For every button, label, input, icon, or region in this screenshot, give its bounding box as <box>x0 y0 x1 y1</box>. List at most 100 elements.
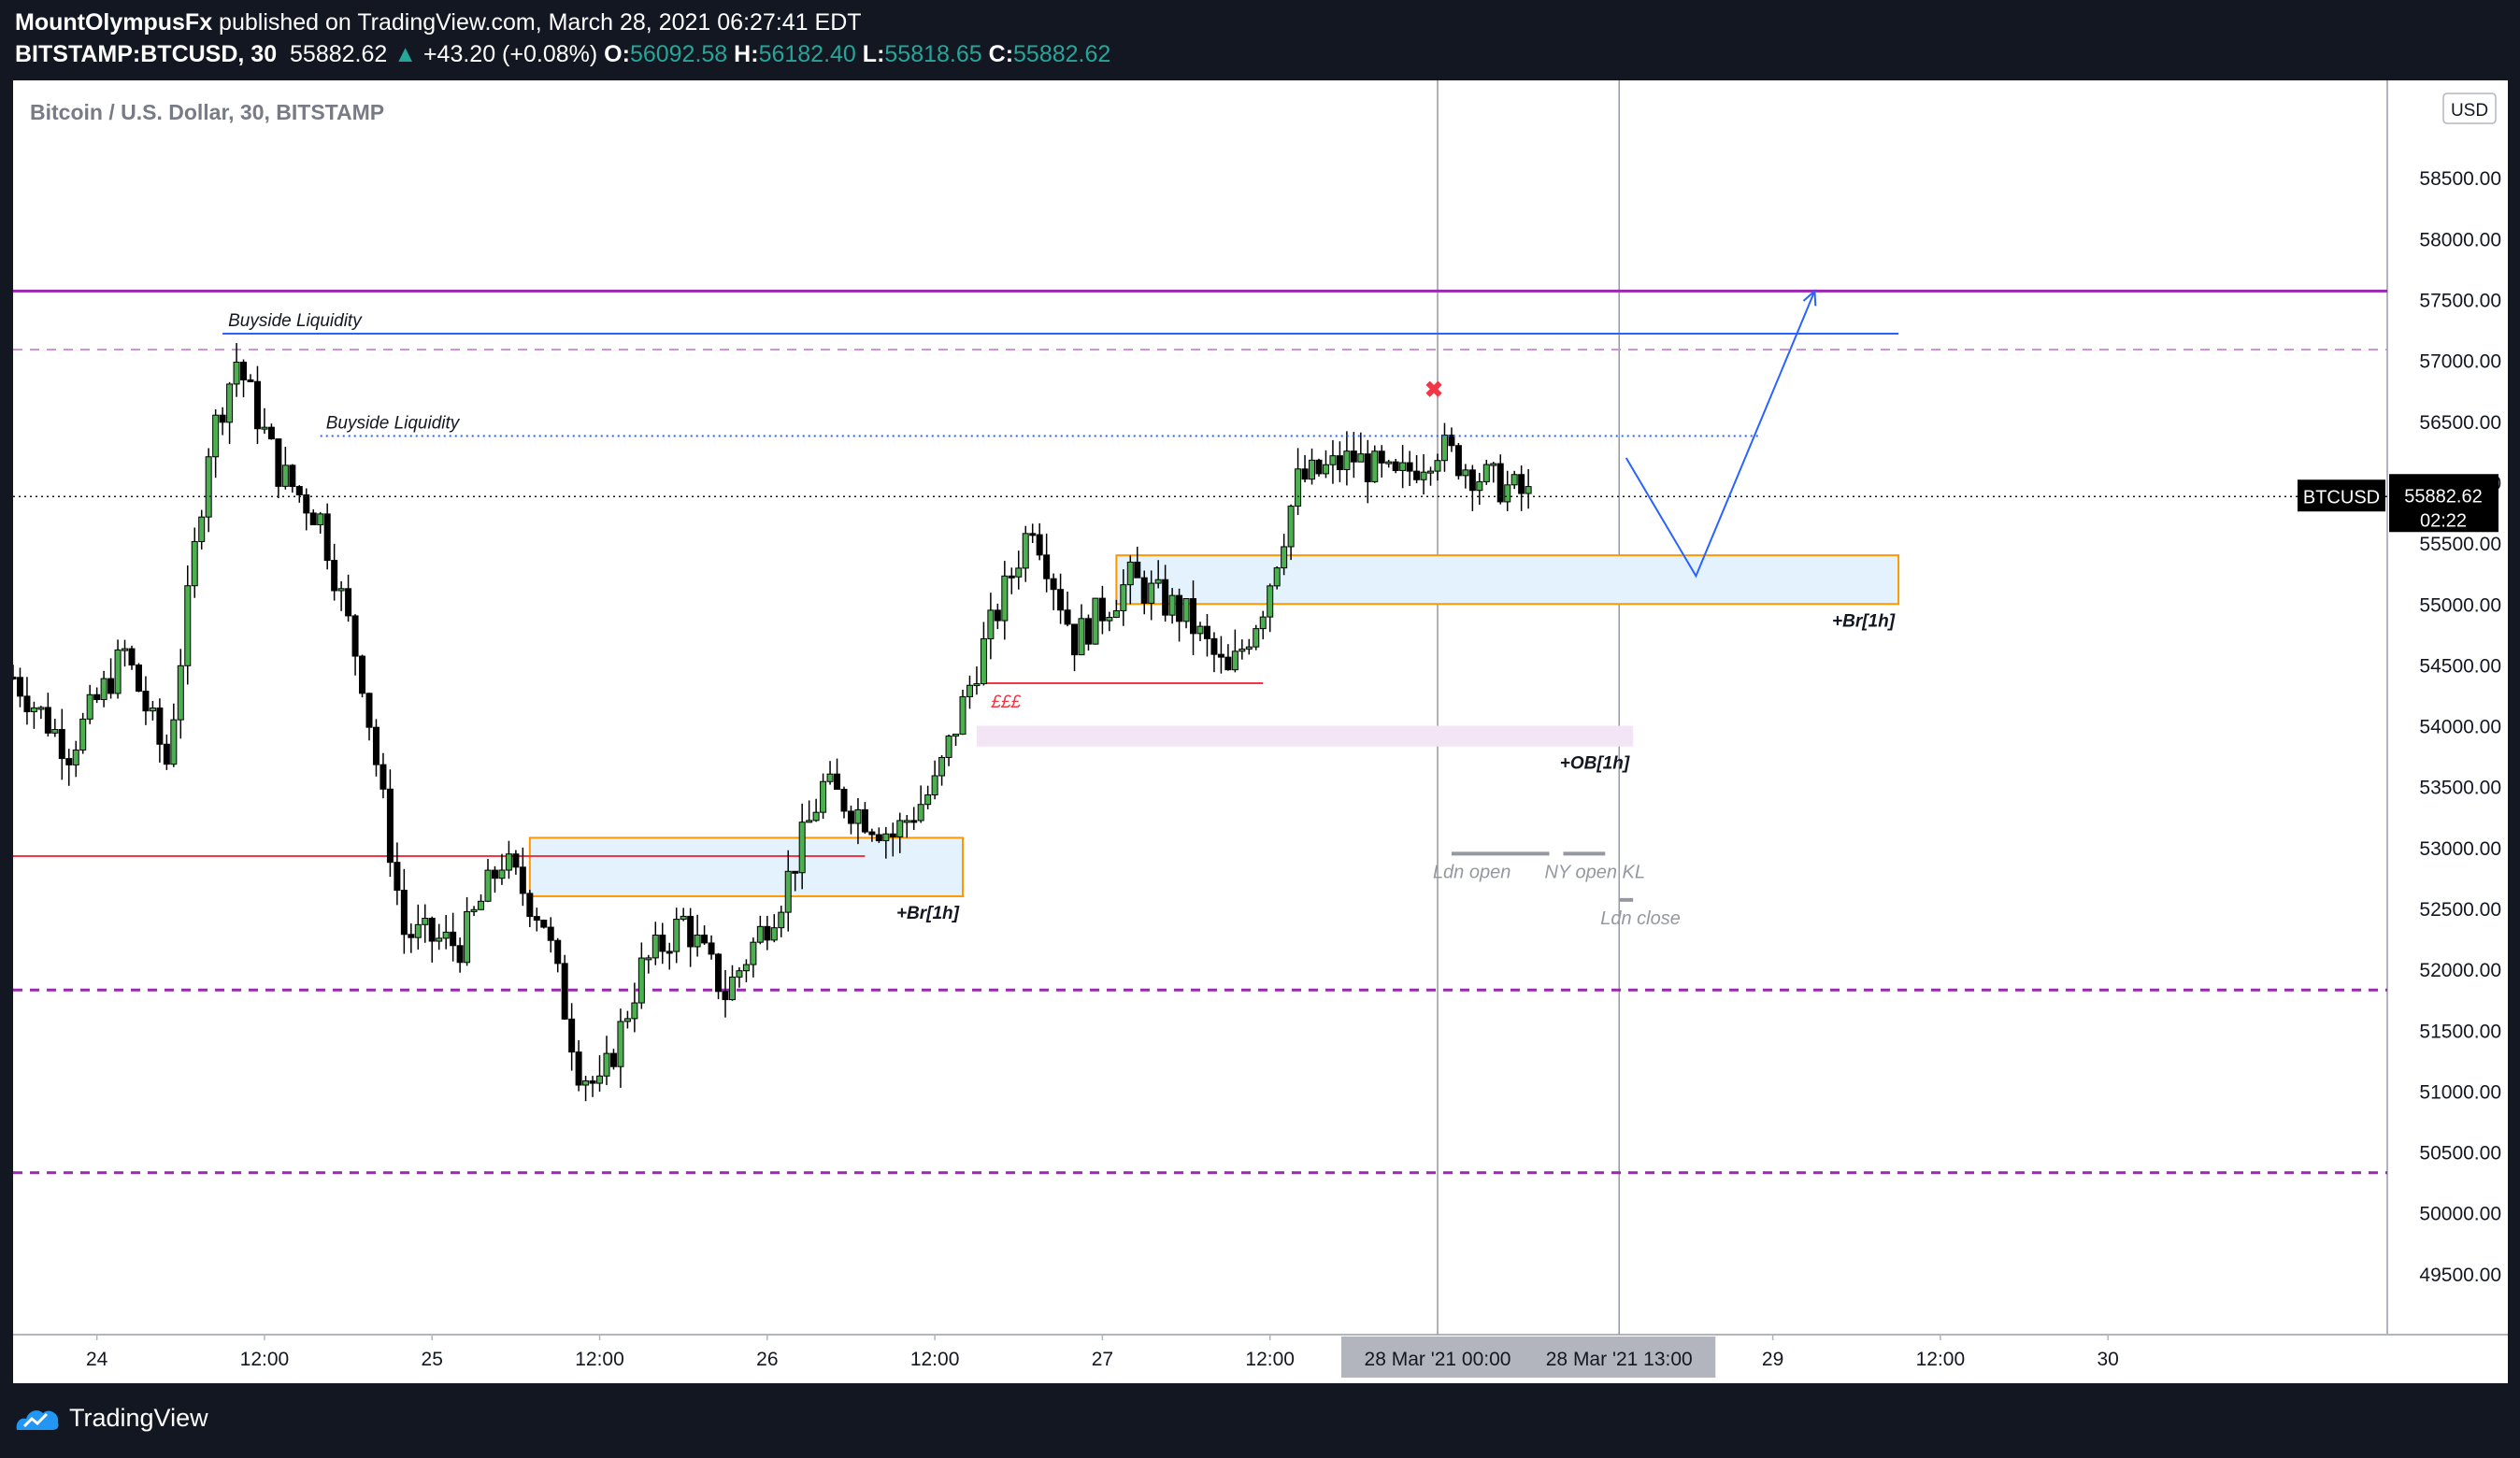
x-tick-label: 29 <box>1762 1349 1783 1370</box>
candle-body <box>917 804 924 822</box>
y-tick-label: 56500.00 <box>2419 412 2501 434</box>
candle-body <box>1154 579 1162 584</box>
candle-body <box>875 834 882 842</box>
x-tick-label: 25 <box>422 1349 443 1370</box>
x-tick-label: 26 <box>756 1349 778 1370</box>
candle-body <box>58 729 65 760</box>
candle-body <box>1196 625 1204 635</box>
candle-body <box>261 426 268 430</box>
candle-body <box>359 655 366 694</box>
session-label: Ldn open <box>1433 862 1511 882</box>
brand-name: TradingView <box>69 1403 208 1432</box>
price-chart[interactable]: +Br[1h] +Br[1h] +OB[1h] £££ Buyside Liquidit… <box>13 80 2508 1383</box>
red-level-label: £££ <box>990 693 1021 712</box>
candle-body <box>1210 637 1218 655</box>
candle-body <box>1022 533 1029 569</box>
x-highlight-label: 28 Mar '21 00:00 <box>1365 1349 1511 1370</box>
candle-body <box>1504 484 1511 503</box>
candle-body <box>484 869 492 902</box>
publish-text: published on TradingView.com, March 28, … <box>212 9 862 36</box>
candle-body <box>1231 650 1239 671</box>
y-tick-label: 55500.00 <box>2419 534 2501 555</box>
candle-body <box>582 1080 590 1086</box>
candle-body <box>498 869 506 879</box>
candle-body <box>987 609 995 639</box>
candle-body <box>1482 464 1490 482</box>
candle-body <box>303 493 310 514</box>
candle-body <box>526 893 534 918</box>
candle-body <box>1001 575 1009 622</box>
candle-body <box>191 540 198 587</box>
close-label: C: <box>988 41 1014 67</box>
candle-body <box>414 923 422 938</box>
candle-body <box>1273 567 1281 587</box>
candle-body <box>1281 546 1288 569</box>
candle-body <box>708 942 715 955</box>
zone-box <box>528 836 965 897</box>
candle-body <box>1357 453 1365 463</box>
x-tick-label: 27 <box>1092 1349 1113 1370</box>
candle-body <box>868 831 876 836</box>
candle-body <box>1239 648 1246 652</box>
candle-body <box>205 456 212 518</box>
zone-label: +Br[1h] <box>1832 611 1896 631</box>
tradingview-brand[interactable]: TradingView <box>13 1402 208 1434</box>
zone-box <box>976 725 1634 747</box>
candle-body <box>617 1021 624 1067</box>
candle-body <box>1217 653 1224 658</box>
candle-body <box>659 935 666 952</box>
candle-body <box>295 486 303 495</box>
candle-body <box>1434 460 1441 472</box>
y-tick-label: 52500.00 <box>2419 899 2501 921</box>
candle-body <box>428 917 436 942</box>
candle-body <box>903 820 910 823</box>
candle-body <box>478 900 485 910</box>
candle-body <box>323 513 331 562</box>
candle-body <box>51 729 59 734</box>
candle-body <box>1427 470 1435 474</box>
x-highlight-box <box>1341 1336 1534 1378</box>
candle-body <box>966 684 973 697</box>
candle-body <box>1050 578 1057 591</box>
candle-body <box>408 934 415 938</box>
y-tick-label: 55000.00 <box>2419 594 2501 616</box>
candle-body <box>135 665 142 693</box>
candle-body <box>1015 567 1023 578</box>
buyside-liquidity-label: Buyside Liquidity <box>326 413 461 433</box>
candle-body <box>589 1080 596 1084</box>
candle-body <box>1301 468 1309 480</box>
projection-path <box>1625 291 1816 579</box>
candle-body <box>812 811 820 822</box>
x-tick-label: 12:00 <box>240 1349 290 1370</box>
candle-body <box>1162 579 1169 616</box>
candle-body <box>637 957 645 1004</box>
currency-badge-label: USD <box>2451 101 2488 121</box>
candle-body <box>331 560 338 592</box>
candle-body <box>170 719 178 765</box>
candle-body <box>1518 474 1525 494</box>
candle-body <box>267 426 275 440</box>
symbol-label: BITSTAMP:BTCUSD, 30 <box>15 41 278 67</box>
candle-body <box>442 931 450 939</box>
candle-body <box>1322 464 1329 475</box>
candle-body <box>233 361 240 385</box>
candle-body <box>938 756 946 777</box>
candle-body <box>309 512 317 526</box>
bar-countdown: 02:22 <box>2420 510 2467 531</box>
author-name[interactable]: MountOlympusFx <box>15 9 213 36</box>
candle-body <box>792 870 799 874</box>
candle-body <box>226 383 234 423</box>
y-tick-label: 49500.00 <box>2419 1265 2501 1286</box>
candle-body <box>450 931 457 947</box>
y-tick-label: 50500.00 <box>2419 1143 2501 1165</box>
chart-area[interactable]: +Br[1h] +Br[1h] +OB[1h] £££ Buyside Liquidit… <box>13 80 2508 1383</box>
candle-body <box>756 925 764 943</box>
candle-body <box>1309 459 1316 480</box>
candle-body <box>722 991 729 1001</box>
y-tick-label: 58500.00 <box>2419 168 2501 190</box>
symbol-price-tag <box>2298 479 2385 512</box>
candle-body <box>1120 584 1127 611</box>
candle-body <box>896 820 904 837</box>
candle-body <box>149 708 156 712</box>
candle-body <box>114 649 122 694</box>
